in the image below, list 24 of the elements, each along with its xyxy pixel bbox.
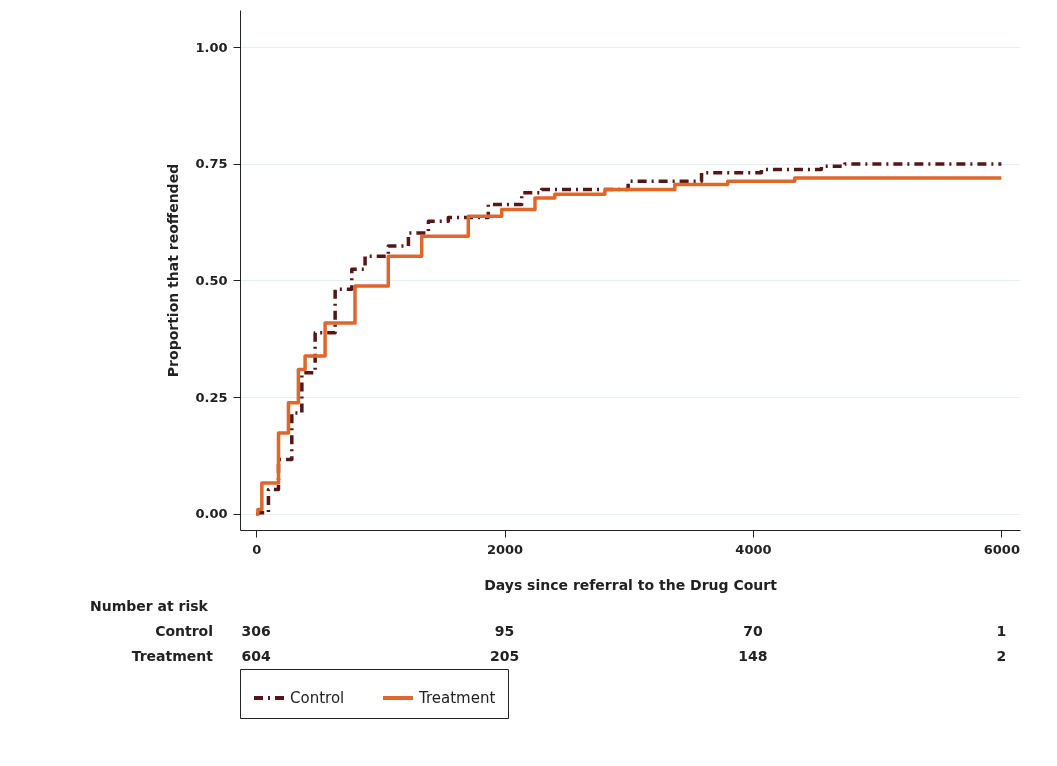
y-tick-label: 0.75: [195, 156, 228, 172]
x-axis-title: Days since referral to the Drug Court: [484, 576, 778, 593]
text: 1: [996, 622, 1007, 639]
x-tick-label: 4000: [735, 541, 772, 557]
legend-label: Treatment: [418, 689, 496, 707]
y-tick-label: 0.00: [195, 506, 228, 522]
text: Control: [155, 622, 213, 639]
text: 95: [494, 622, 515, 639]
x-tick-label: 6000: [983, 541, 1020, 557]
text: Treatment: [131, 647, 214, 664]
x-tick-label: 2000: [486, 541, 524, 557]
text: Number at risk: [90, 597, 209, 614]
text: 2: [996, 647, 1007, 664]
text: 148: [738, 647, 768, 664]
y-tick-label: 1.00: [195, 39, 228, 55]
y-axis-title: Proportion that reoffended: [165, 163, 182, 378]
text: 205: [489, 647, 520, 664]
text: 70: [743, 622, 763, 639]
legend-label: Control: [290, 689, 345, 707]
text: 604: [241, 647, 272, 664]
text: 306: [241, 622, 271, 639]
y-tick-label: 0.25: [195, 389, 228, 405]
y-tick-label: 0.50: [195, 272, 228, 288]
x-tick-label: 0: [252, 541, 262, 557]
